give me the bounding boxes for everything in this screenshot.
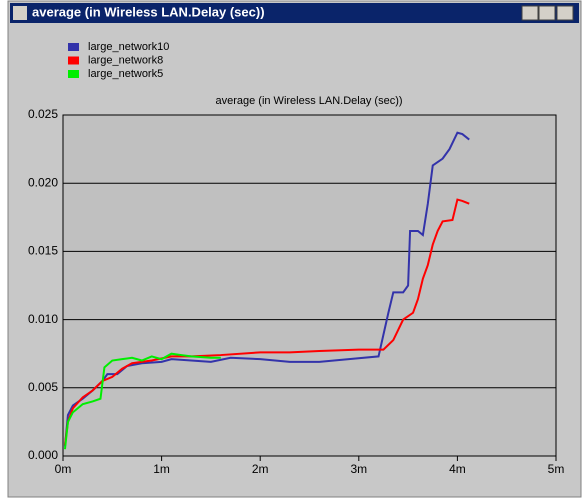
legend-swatch — [68, 56, 79, 65]
x-tick-label: 2m — [252, 462, 269, 476]
y-tick-label: 0.020 — [28, 175, 58, 189]
window-title: average (in Wireless LAN.Delay (sec)) — [32, 4, 265, 19]
y-tick-label: 0.025 — [28, 107, 58, 121]
window-icon — [13, 6, 27, 20]
x-tick-label: 3m — [350, 462, 367, 476]
y-tick-label: 0.005 — [28, 380, 58, 394]
window-buttons[interactable] — [521, 5, 574, 21]
y-tick-label: 0.000 — [28, 448, 58, 462]
legend-swatch — [68, 70, 79, 78]
series-line — [63, 131, 470, 447]
series-line — [63, 352, 221, 450]
minimize-button[interactable] — [521, 5, 539, 21]
x-tick-label: 4m — [449, 462, 466, 476]
legend-swatch — [68, 43, 79, 51]
close-button[interactable] — [556, 5, 574, 21]
plot-area — [62, 114, 557, 457]
maximize-button[interactable] — [538, 5, 556, 21]
y-tick-label: 0.010 — [28, 312, 58, 326]
legend-label: large_network5 — [88, 68, 163, 80]
x-tick-label: 1m — [153, 462, 170, 476]
x-tick-label: 0m — [55, 462, 72, 476]
x-tick-label: 5m — [548, 462, 565, 476]
y-tick-label: 0.015 — [28, 244, 58, 258]
chart-title: average (in Wireless LAN.Delay (sec)) — [215, 95, 402, 107]
legend-label: large_network8 — [88, 54, 163, 66]
title-bar — [10, 3, 579, 23]
legend-label: large_network10 — [88, 41, 169, 53]
